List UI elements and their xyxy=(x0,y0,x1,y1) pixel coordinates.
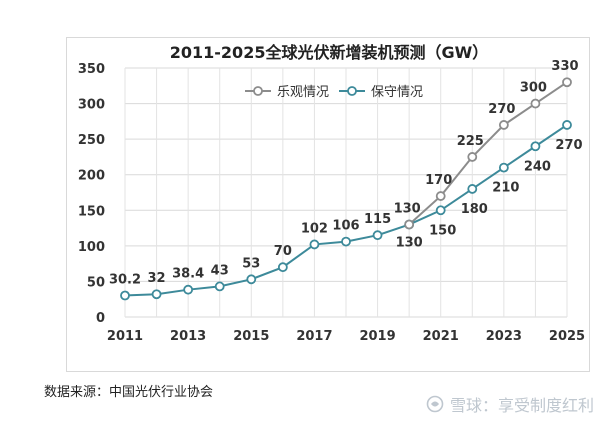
optimistic-point xyxy=(498,120,509,130)
x-tick-label: 2013 xyxy=(170,329,206,344)
y-tick-label: 150 xyxy=(78,204,105,219)
conservative-point xyxy=(372,230,383,241)
x-tick-label: 2011 xyxy=(107,329,143,344)
x-tick-label: 2023 xyxy=(486,329,522,344)
conservative-point xyxy=(120,290,130,301)
conservative-data-label: 130 xyxy=(396,236,423,251)
conservative-point xyxy=(246,274,257,285)
conservative-point xyxy=(435,205,446,216)
chart-title: 2011-2025全球光伏新增装机预测（GW） xyxy=(170,43,489,62)
conservative-data-label: 30.2 xyxy=(109,273,141,288)
watermark: 雪球：享受制度红利 xyxy=(426,392,594,416)
x-tick-label: 2019 xyxy=(359,329,395,344)
x-tick-label: 2021 xyxy=(423,329,459,344)
optimistic-data-label: 225 xyxy=(457,134,484,149)
conservative-data-label: 38.4 xyxy=(172,267,204,282)
conservative-data-label: 32 xyxy=(148,271,166,286)
optimistic-point xyxy=(562,77,572,88)
conservative-data-label: 180 xyxy=(461,202,488,217)
y-tick-label: 100 xyxy=(78,240,105,255)
conservative-point xyxy=(183,284,194,295)
conservative-point xyxy=(277,262,288,273)
snowball-logo-icon xyxy=(426,395,444,413)
optimistic-data-label: 170 xyxy=(425,173,452,188)
conservative-point xyxy=(562,120,572,130)
conservative-point xyxy=(341,236,351,247)
optimistic-data-label: 330 xyxy=(551,59,578,74)
x-tick-label: 2017 xyxy=(296,329,332,344)
y-tick-label: 50 xyxy=(87,275,105,290)
x-tick-label: 2025 xyxy=(549,329,585,344)
optimistic-point xyxy=(404,219,415,230)
optimistic-point xyxy=(530,98,541,109)
conservative-data-label: 70 xyxy=(274,244,292,259)
conservative-point xyxy=(530,141,541,152)
legend-conservative-label: 保守情况 xyxy=(371,85,423,100)
y-tick-label: 350 xyxy=(78,62,105,77)
legend-optimistic-label: 乐观情况 xyxy=(277,85,329,100)
y-tick-label: 0 xyxy=(96,311,105,326)
watermark-text: 雪球：享受制度红利 xyxy=(449,396,594,415)
conservative-data-label: 240 xyxy=(524,159,551,174)
chart-frame: 2011-2025全球光伏新增装机预测（GW） 0 50 100 150 200 250 30… xyxy=(66,37,590,372)
conservative-point xyxy=(498,162,509,173)
conservative-data-label: 150 xyxy=(429,223,456,238)
legend-conservative-marker xyxy=(347,86,357,96)
source-note: 数据来源：中国光伏行业协会 xyxy=(44,385,214,400)
x-tick-label: 2015 xyxy=(233,329,269,344)
optimistic-data-label: 270 xyxy=(488,102,515,117)
legend-optimistic-marker xyxy=(253,86,263,96)
conservative-data-label: 270 xyxy=(555,138,582,153)
y-tick-label: 300 xyxy=(78,98,105,113)
y-tick-label: 250 xyxy=(78,133,105,148)
conservative-point xyxy=(151,289,162,300)
conservative-data-label: 102 xyxy=(301,221,328,236)
conservative-data-label: 115 xyxy=(364,212,391,227)
optimistic-data-label: 130 xyxy=(394,202,421,217)
conservative-data-label: 210 xyxy=(492,181,519,196)
y-tick-label: 200 xyxy=(78,169,105,184)
optimistic-series-line xyxy=(408,81,568,226)
conservative-point xyxy=(214,281,225,292)
conservative-data-label: 106 xyxy=(332,219,359,234)
conservative-point xyxy=(309,239,320,250)
line-chart: 2011-2025全球光伏新增装机预测（GW） 0 50 100 150 200 250 30… xyxy=(78,43,585,344)
conservative-data-label: 43 xyxy=(211,263,229,278)
conservative-data-label: 53 xyxy=(242,256,260,271)
optimistic-point xyxy=(467,152,478,162)
conservative-point xyxy=(467,184,478,194)
optimistic-data-label: 300 xyxy=(520,81,547,96)
optimistic-point xyxy=(435,191,446,201)
